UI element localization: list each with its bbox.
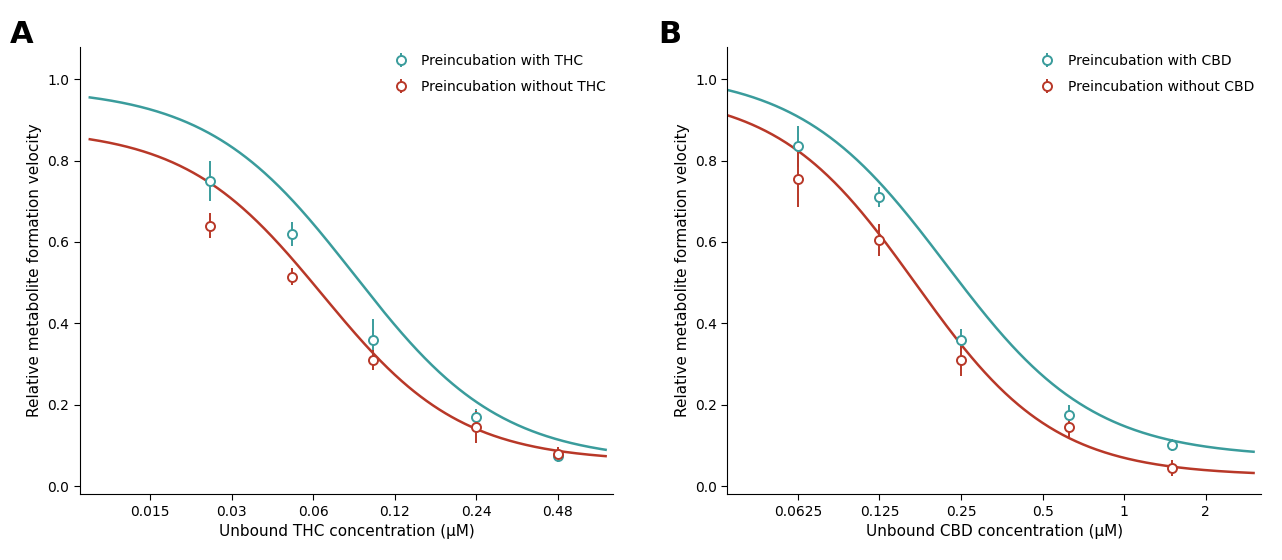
Y-axis label: Relative metabolite formation velocity: Relative metabolite formation velocity xyxy=(27,124,41,417)
Legend: Preincubation with THC, Preincubation without THC: Preincubation with THC, Preincubation wi… xyxy=(388,54,606,94)
Text: B: B xyxy=(658,20,681,49)
X-axis label: Unbound THC concentration (μM): Unbound THC concentration (μM) xyxy=(218,524,474,539)
Y-axis label: Relative metabolite formation velocity: Relative metabolite formation velocity xyxy=(674,124,690,417)
Text: A: A xyxy=(10,20,33,49)
X-axis label: Unbound CBD concentration (μM): Unbound CBD concentration (μM) xyxy=(865,524,1123,539)
Legend: Preincubation with CBD, Preincubation without CBD: Preincubation with CBD, Preincubation wi… xyxy=(1035,54,1254,94)
